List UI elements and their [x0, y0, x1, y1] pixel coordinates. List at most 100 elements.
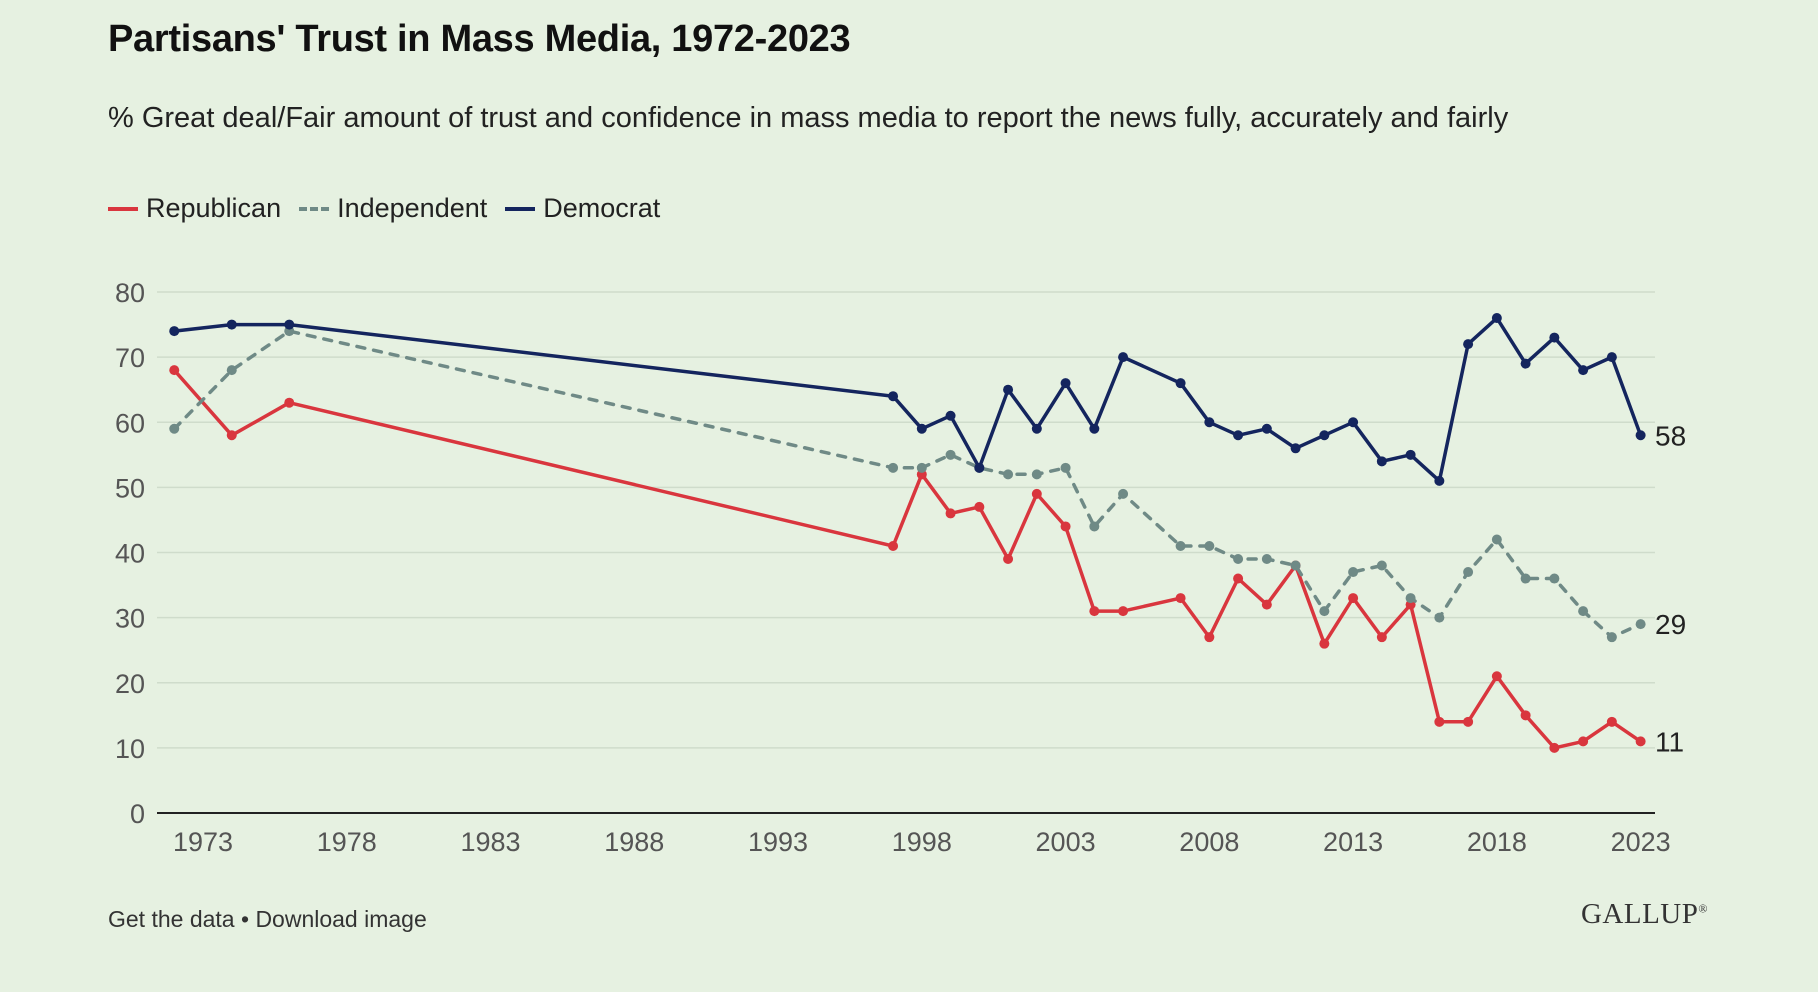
data-point-democrat-2000	[974, 462, 985, 473]
data-point-republican-2020	[1549, 742, 1560, 753]
y-tick-label-30: 30	[115, 604, 145, 634]
y-tick-label-20: 20	[115, 669, 145, 699]
data-point-republican-1972	[169, 365, 180, 376]
get-data-link[interactable]: Get the data	[108, 906, 235, 932]
data-point-democrat-2022	[1606, 352, 1617, 363]
end-label-independent: 29	[1655, 609, 1686, 640]
data-point-democrat-2020	[1549, 332, 1560, 343]
legend-item-democrat: Democrat	[505, 193, 660, 224]
data-point-republican-1974	[226, 430, 237, 441]
chart-title: Partisans' Trust in Mass Media, 1972-202…	[108, 18, 851, 60]
data-point-republican-2018	[1491, 671, 1502, 682]
data-point-democrat-2003	[1060, 378, 1071, 389]
data-point-republican-1999	[945, 508, 956, 519]
data-point-democrat-2021	[1578, 365, 1589, 376]
data-point-independent-2023	[1635, 619, 1646, 630]
x-tick-label-2023: 2023	[1611, 827, 1671, 857]
legend-item-independent: Independent	[299, 193, 487, 224]
legend-swatch-independent	[299, 206, 330, 211]
data-point-independent-2011	[1290, 560, 1301, 571]
data-point-democrat-1976	[284, 319, 295, 330]
data-point-democrat-2010	[1261, 423, 1272, 434]
data-point-democrat-1999	[945, 410, 956, 421]
end-label-democrat: 58	[1655, 420, 1686, 451]
x-tick-label-1973: 1973	[173, 827, 233, 857]
data-point-independent-2010	[1261, 554, 1272, 565]
y-tick-label-70: 70	[115, 343, 145, 373]
data-point-democrat-2001	[1003, 384, 1014, 395]
data-point-democrat-2005	[1118, 352, 1129, 363]
legend-label-republican: Republican	[146, 193, 282, 223]
y-tick-label-50: 50	[115, 473, 145, 503]
data-point-independent-1972	[169, 423, 180, 434]
legend-item-republican: Republican	[108, 193, 281, 224]
data-point-democrat-2002	[1031, 423, 1042, 434]
data-point-democrat-2016	[1434, 475, 1445, 486]
data-point-independent-2016	[1434, 612, 1445, 623]
data-point-democrat-2014	[1376, 456, 1387, 467]
data-point-independent-1999	[945, 449, 956, 460]
chart-footer: Get the data • Download image	[108, 906, 427, 933]
x-tick-label-1998: 1998	[892, 827, 952, 857]
data-point-republican-1997	[888, 540, 899, 551]
data-point-independent-1998	[916, 462, 927, 473]
legend-label-independent: Independent	[337, 193, 488, 223]
data-point-independent-2009	[1233, 554, 1244, 565]
data-point-independent-2019	[1520, 573, 1531, 584]
data-point-republican-2019	[1520, 710, 1531, 721]
data-point-independent-2002	[1031, 469, 1042, 480]
series-line-independent	[172, 329, 1643, 639]
data-point-republican-1976	[284, 397, 295, 408]
data-point-independent-1974	[226, 365, 237, 376]
data-point-republican-2014	[1376, 632, 1387, 643]
data-point-republican-2010	[1261, 599, 1272, 610]
data-point-independent-2001	[1003, 469, 1014, 480]
data-point-independent-2022	[1606, 632, 1617, 643]
data-point-republican-2001	[1003, 554, 1014, 565]
data-point-independent-2008	[1204, 540, 1215, 551]
data-point-independent-2003	[1060, 462, 1071, 473]
chart-subtitle: % Great deal/Fair amount of trust and co…	[108, 102, 1509, 134]
data-point-democrat-1972	[169, 326, 180, 337]
data-point-republican-2023	[1635, 736, 1646, 747]
data-point-republican-2002	[1031, 488, 1042, 499]
data-point-republican-2009	[1233, 573, 1244, 584]
legend-swatch-democrat	[505, 206, 536, 211]
data-point-democrat-2004	[1089, 423, 1100, 434]
data-point-democrat-1974	[226, 319, 237, 330]
end-label-republican: 11	[1655, 726, 1684, 757]
y-tick-label-0: 0	[130, 799, 145, 829]
gallup-logo-mark: ®	[1698, 901, 1708, 916]
y-tick-label-60: 60	[115, 408, 145, 438]
data-point-democrat-2011	[1290, 443, 1301, 454]
data-point-democrat-2013	[1348, 417, 1359, 428]
data-point-democrat-2015	[1405, 449, 1416, 460]
data-point-democrat-2009	[1233, 430, 1244, 441]
data-point-independent-2015	[1405, 593, 1416, 604]
download-image-link[interactable]: Download image	[255, 906, 427, 932]
x-tick-label-1978: 1978	[317, 827, 377, 857]
data-point-independent-1997	[888, 462, 899, 473]
x-tick-label-2008: 2008	[1179, 827, 1239, 857]
data-point-independent-2021	[1578, 606, 1589, 617]
data-point-independent-2007	[1175, 540, 1186, 551]
data-point-republican-2017	[1463, 716, 1474, 727]
data-point-republican-2008	[1204, 632, 1215, 643]
data-point-independent-2018	[1491, 534, 1502, 545]
data-point-republican-2012	[1319, 638, 1330, 649]
data-point-independent-2014	[1376, 560, 1387, 571]
data-point-republican-2005	[1118, 606, 1129, 617]
data-point-democrat-2018	[1491, 313, 1502, 324]
y-tick-label-10: 10	[115, 734, 145, 764]
footer-separator: •	[234, 906, 256, 932]
data-point-independent-2013	[1348, 567, 1359, 578]
data-point-republican-2021	[1578, 736, 1589, 747]
data-point-democrat-2017	[1463, 339, 1474, 350]
data-point-republican-2013	[1348, 593, 1359, 604]
data-point-independent-2012	[1319, 606, 1330, 617]
legend-label-democrat: Democrat	[543, 193, 661, 223]
data-point-democrat-2023	[1635, 430, 1646, 441]
x-tick-label-1983: 1983	[460, 827, 520, 857]
